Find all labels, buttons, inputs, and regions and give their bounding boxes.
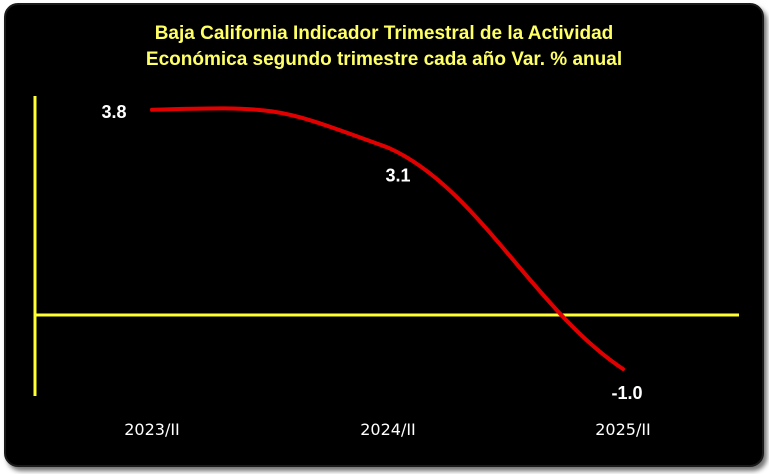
chart-title-line-1: Baja California Indicador Trimestral de …	[155, 23, 614, 44]
data-label: -1.0	[611, 383, 642, 403]
data-label: 3.8	[101, 102, 126, 122]
chart-frame: Baja California Indicador Trimestral de …	[4, 3, 764, 467]
line-chart: Baja California Indicador Trimestral de …	[33, 23, 739, 439]
x-tick-label: 2024/II	[360, 420, 416, 439]
x-tick-label: 2023/II	[124, 420, 180, 439]
data-label: 3.1	[385, 166, 410, 186]
chart-title-line-2: Económica segundo trimestre cada año Var…	[146, 49, 622, 70]
x-tick-label: 2025/II	[595, 420, 651, 439]
series-line	[150, 106, 625, 371]
